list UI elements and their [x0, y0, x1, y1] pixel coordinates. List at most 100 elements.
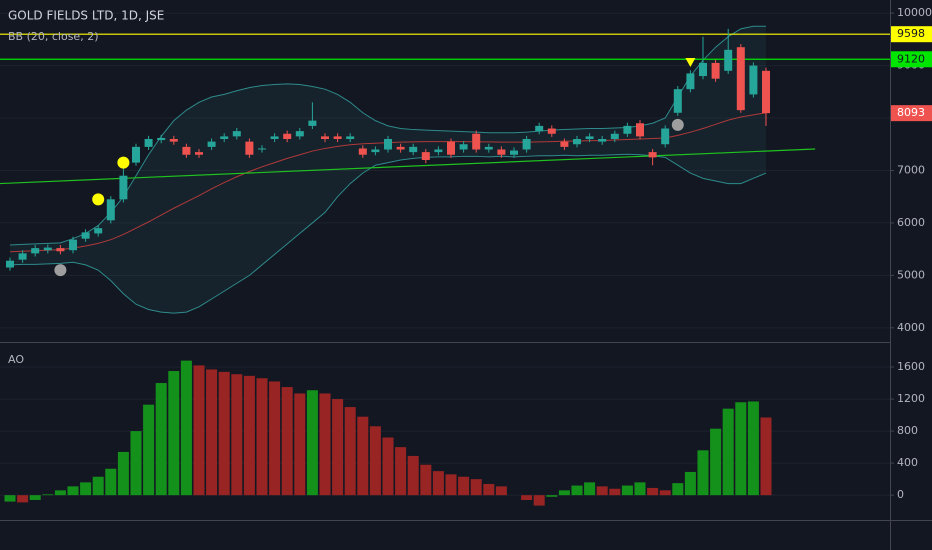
- ao-bar: [42, 494, 54, 496]
- ao-bar: [80, 482, 92, 496]
- candle-body: [270, 136, 279, 140]
- candle-body: [699, 62, 707, 77]
- ao-bar: [105, 468, 117, 496]
- candle-body: [18, 253, 27, 260]
- candle-body: [686, 73, 695, 90]
- y-tick-label: 7000: [897, 163, 925, 176]
- candle-body: [157, 137, 166, 141]
- last-price-bg: [891, 105, 932, 122]
- ao-bar: [558, 490, 570, 496]
- ao-bar: [445, 474, 457, 496]
- ao-bar: [155, 383, 167, 496]
- candle-body: [232, 131, 241, 137]
- candle-body: [94, 228, 103, 234]
- y-tick-label: 800: [897, 424, 918, 437]
- price-label: 9598: [897, 27, 925, 40]
- candle-body: [6, 260, 14, 268]
- candle-body: [421, 152, 430, 160]
- ao-bar: [672, 483, 684, 496]
- candle-body: [396, 146, 405, 150]
- signal-marker: [92, 193, 105, 206]
- candle-body: [472, 133, 481, 150]
- candle-body: [119, 175, 128, 200]
- ao-bar: [256, 378, 268, 496]
- ao-bar: [332, 399, 344, 496]
- signal-marker: [54, 264, 67, 277]
- ao-bar: [609, 488, 621, 496]
- ao-bar: [458, 476, 470, 496]
- trendline: [0, 148, 816, 185]
- ao-bar: [4, 495, 16, 502]
- candle-body: [510, 150, 518, 155]
- candle-body: [573, 139, 581, 145]
- ao-bar: [193, 365, 205, 496]
- ao-bar: [17, 495, 29, 503]
- ao-bar: [621, 485, 633, 496]
- candle-body: [762, 70, 770, 114]
- bb-line: [9, 153, 767, 314]
- ao-bar: [546, 495, 558, 497]
- ao-bar: [596, 486, 608, 496]
- candle-body: [673, 89, 682, 113]
- ao-title: AO: [8, 353, 24, 366]
- axis-layer: 4000500060007000800090001000095989120809…: [890, 6, 932, 501]
- ao-bar: [647, 487, 659, 496]
- ao-bar: [281, 387, 293, 496]
- candle-body: [81, 232, 90, 239]
- ao-bar: [306, 390, 318, 496]
- ao-bar: [382, 437, 394, 496]
- price-label-bg: [891, 26, 932, 43]
- candle-body: [144, 139, 153, 147]
- ao-bar: [206, 369, 218, 496]
- candle-body: [295, 131, 304, 137]
- y-tick-label: 5000: [897, 268, 925, 281]
- candle-body: [598, 139, 607, 142]
- bb-fill: [10, 26, 766, 314]
- candle-body: [384, 139, 392, 150]
- candle-body: [724, 49, 733, 71]
- ao-bar: [130, 431, 142, 496]
- candle-body: [623, 125, 632, 134]
- candle-body: [182, 146, 191, 155]
- last-price-label: 8093: [897, 106, 925, 119]
- candle-body: [535, 125, 544, 132]
- candle-body: [258, 148, 266, 150]
- price-label-bg: [891, 51, 932, 68]
- ao-bar: [407, 455, 419, 496]
- ao-bar: [710, 428, 722, 496]
- ao-bar: [29, 495, 41, 500]
- candle-body: [749, 65, 758, 95]
- ao-bar: [571, 485, 583, 496]
- candle-body: [169, 139, 178, 142]
- ao-bar: [483, 483, 495, 496]
- ao-bar: [420, 464, 432, 496]
- ao-bar: [117, 451, 129, 496]
- candle-body: [132, 146, 140, 163]
- candle-body: [736, 47, 745, 111]
- chart-title: GOLD FIELDS LTD, 1D, JSE: [8, 9, 164, 23]
- candle-body: [484, 146, 493, 150]
- candle-body: [308, 120, 317, 126]
- candle-body: [447, 141, 455, 155]
- ao-bar: [67, 486, 79, 496]
- ao-bar: [369, 426, 381, 496]
- y-tick-label: 1600: [897, 360, 925, 373]
- indicator-label: BB (20, close, 2): [8, 30, 99, 43]
- ao-bar: [168, 371, 180, 496]
- candle-body: [56, 248, 65, 252]
- candle-body: [69, 239, 77, 251]
- candle-body: [497, 149, 506, 155]
- ao-bar: [231, 374, 243, 496]
- candle-body: [31, 248, 40, 254]
- ao-bar: [143, 404, 155, 496]
- ao-bar: [470, 479, 482, 496]
- y-tick-label: 4000: [897, 321, 925, 334]
- ao-bar: [92, 476, 104, 496]
- candle-body: [321, 136, 329, 140]
- y-tick-label: 6000: [897, 216, 925, 229]
- ao-bar: [54, 490, 66, 496]
- ao-bar: [684, 471, 696, 496]
- signal-marker: [117, 156, 130, 169]
- ao-bar: [180, 360, 192, 496]
